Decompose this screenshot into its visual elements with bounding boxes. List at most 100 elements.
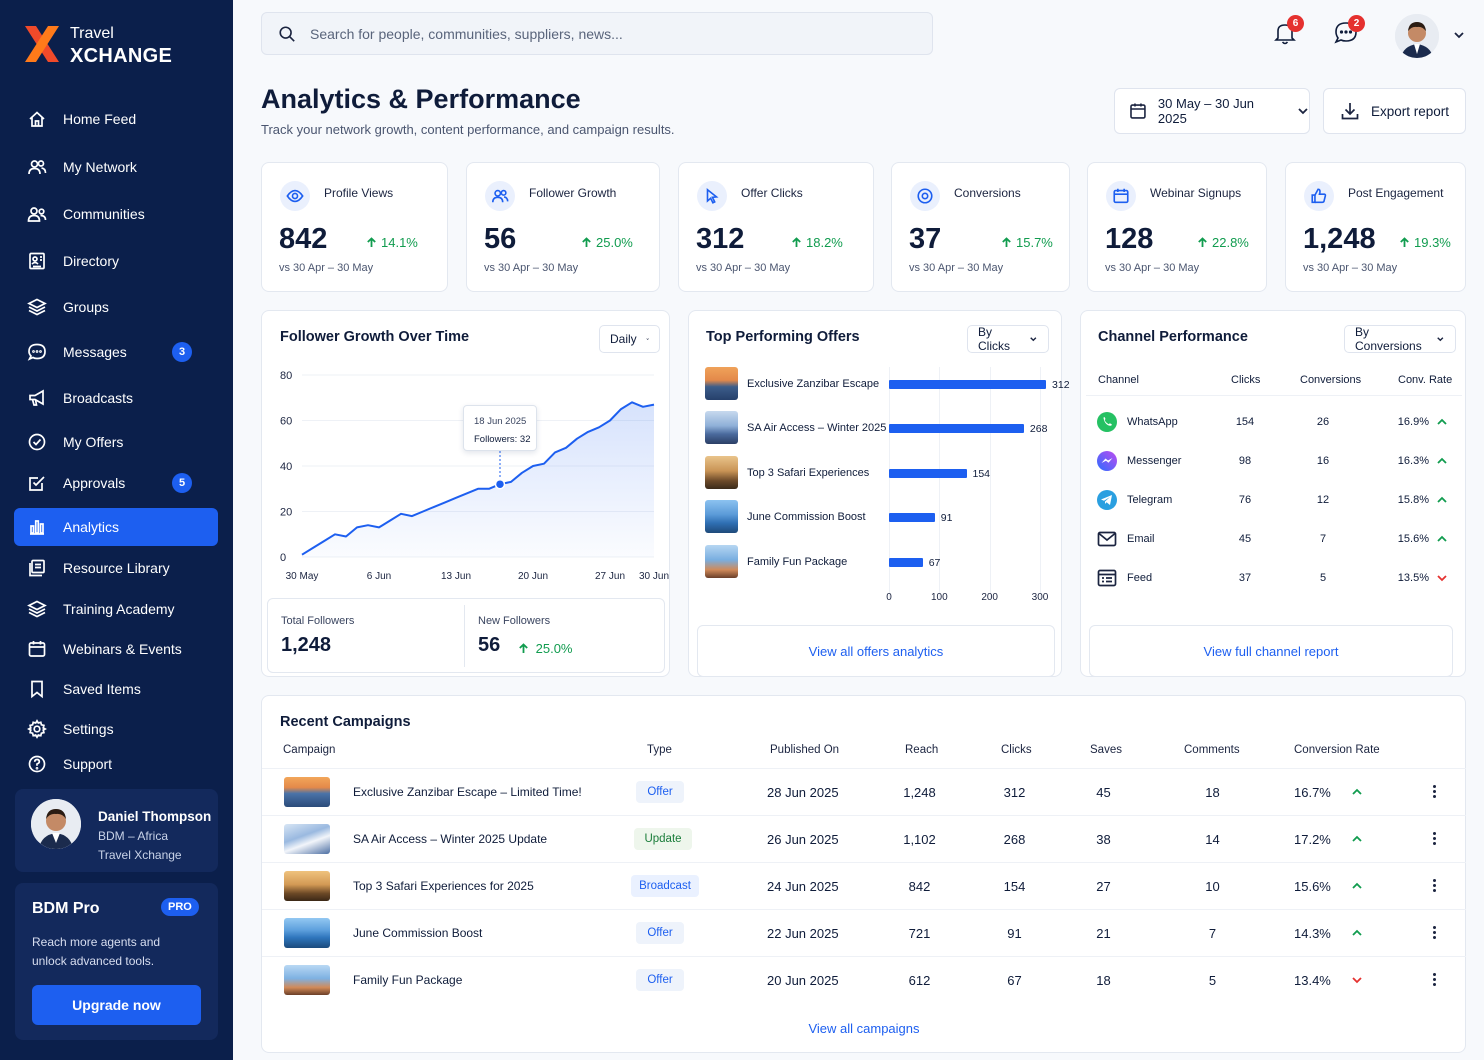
- offer-label[interactable]: SA Air Access – Winter 2025: [747, 422, 887, 434]
- stat-card-conversions[interactable]: Conversions 37 15.7% vs 30 Apr – 30 May: [891, 162, 1070, 292]
- campaign-name[interactable]: Top 3 Safari Experiences for 2025: [353, 879, 534, 893]
- col-reach[interactable]: Reach: [905, 744, 939, 756]
- col-clicks[interactable]: Clicks: [1001, 744, 1032, 756]
- profile-card[interactable]: Daniel Thompson BDM – Africa Travel Xcha…: [15, 789, 218, 872]
- table-row[interactable]: SA Air Access – Winter 2025 Update Update…: [262, 815, 1466, 862]
- chevron-up-icon: [1352, 835, 1362, 842]
- offer-label[interactable]: June Commission Boost: [747, 511, 866, 523]
- new-followers-change-value: 25.0%: [535, 641, 573, 656]
- col-saves[interactable]: Saves: [1090, 744, 1122, 756]
- stat-card-post-engagement[interactable]: Post Engagement 1,248 19.3% vs 30 Apr – 30 …: [1285, 162, 1466, 292]
- upgrade-card: BDM Pro PRO Reach more agents and unlock…: [15, 883, 218, 1040]
- sidebar-item-settings[interactable]: Settings: [14, 710, 218, 748]
- highlight-point[interactable]: [494, 478, 506, 490]
- table-row[interactable]: Family Fun Package Offer 20 Jun 2025 612 67 1…: [262, 956, 1466, 1003]
- channel-row-whatsapp[interactable]: WhatsApp 154 26 16.9%: [1081, 403, 1461, 442]
- col-published-on[interactable]: Published On: [770, 744, 840, 756]
- more-options-icon[interactable]: [1431, 783, 1437, 803]
- table-row[interactable]: June Commission Boost Offer 22 Jun 2025 721…: [262, 909, 1466, 956]
- stat-card-webinar-signups[interactable]: Webinar Signups 128 22.8% vs 30 Apr – 30 Ma…: [1087, 162, 1267, 292]
- campaign-name[interactable]: Exclusive Zanzibar Escape – Limited Time…: [353, 785, 582, 799]
- offer-label[interactable]: Family Fun Package: [747, 556, 848, 568]
- campaign-name[interactable]: June Commission Boost: [353, 926, 483, 940]
- campaign-name[interactable]: Family Fun Package: [353, 973, 463, 987]
- chevron-down-icon: [1030, 337, 1037, 342]
- col-conversion-rate[interactable]: Conversion Rate: [1294, 744, 1380, 756]
- col-campaign[interactable]: Campaign: [283, 744, 336, 756]
- sidebar-item-label: Analytics: [63, 519, 120, 535]
- sidebar-item-messages[interactable]: Messages 3: [14, 333, 218, 371]
- channel-sort-select[interactable]: By Conversions: [1344, 325, 1456, 353]
- sidebar-item-communities[interactable]: Communities: [14, 195, 218, 233]
- offers-sort-select[interactable]: By Clicks: [967, 325, 1049, 353]
- channel-row-feed[interactable]: Feed 37 5 13.5%: [1081, 559, 1461, 598]
- sidebar-item-label: Settings: [63, 721, 114, 737]
- offer-bar[interactable]: [889, 380, 1047, 389]
- campaign-type-badge: Offer: [636, 969, 684, 991]
- search-bar[interactable]: [261, 12, 933, 55]
- chevron-down-icon[interactable]: [1452, 28, 1466, 42]
- more-options-icon[interactable]: [1431, 971, 1437, 991]
- stat-value: 37: [909, 223, 942, 255]
- upgrade-button[interactable]: Upgrade now: [32, 985, 201, 1025]
- search-input[interactable]: [310, 25, 890, 42]
- view-channel-report-link[interactable]: View full channel report: [1203, 643, 1339, 659]
- sidebar-item-my-network[interactable]: My Network: [14, 148, 218, 186]
- sidebar-item-approvals[interactable]: Approvals 5: [14, 464, 218, 502]
- offer-label[interactable]: Exclusive Zanzibar Escape: [747, 378, 880, 390]
- sidebar-item-broadcasts[interactable]: Broadcasts: [14, 379, 218, 417]
- table-row[interactable]: Exclusive Zanzibar Escape – Limited Time…: [262, 768, 1466, 815]
- more-options-icon[interactable]: [1431, 877, 1437, 897]
- user-avatar[interactable]: [1395, 14, 1439, 58]
- sidebar-item-directory[interactable]: Directory: [14, 242, 218, 280]
- sidebar-item-label: Broadcasts: [63, 390, 134, 406]
- date-range-picker[interactable]: 30 May – 30 Jun 2025: [1114, 88, 1310, 134]
- stat-card-profile-views[interactable]: Profile Views 842 14.1% vs 30 Apr – 30 May: [261, 162, 448, 292]
- more-options-icon[interactable]: [1431, 830, 1437, 850]
- sidebar-item-my-offers[interactable]: My Offers: [14, 423, 218, 461]
- layers-icon-wrap: [26, 296, 48, 318]
- export-report-button[interactable]: Export report: [1323, 88, 1466, 134]
- sidebar-item-support[interactable]: Support: [14, 745, 218, 783]
- campaign-type-badge: Offer: [636, 781, 684, 803]
- target-icon: [917, 188, 933, 204]
- col-type[interactable]: Type: [647, 744, 672, 756]
- offer-bar[interactable]: [889, 558, 923, 567]
- offer-bar[interactable]: [889, 424, 1024, 433]
- campaign-name[interactable]: SA Air Access – Winter 2025 Update: [353, 832, 548, 846]
- stat-change-value: 14.1%: [381, 235, 418, 250]
- sidebar-item-saved-items[interactable]: Saved Items: [14, 670, 218, 708]
- channel-conversions: 5: [1319, 572, 1327, 584]
- offer-bar-value: 67: [928, 557, 941, 569]
- granularity-select[interactable]: Daily: [599, 325, 660, 353]
- notifications-button[interactable]: 6: [1272, 15, 1304, 50]
- sidebar-item-home-feed[interactable]: Home Feed: [14, 100, 218, 138]
- view-offers-analytics-link[interactable]: View all offers analytics: [808, 643, 944, 659]
- col-comments[interactable]: Comments: [1184, 744, 1240, 756]
- stat-card-offer-clicks[interactable]: Offer Clicks 312 18.2% vs 30 Apr – 30 May: [678, 162, 874, 292]
- channel-row-messenger[interactable]: Messenger 98 16 16.3%: [1081, 442, 1461, 481]
- recent-campaigns-panel: Recent Campaigns Campaign Type Published O…: [261, 695, 1466, 1053]
- y-tick-label: 80: [280, 370, 292, 382]
- more-options-icon[interactable]: [1431, 924, 1437, 944]
- stat-label: Offer Clicks: [741, 186, 803, 200]
- stat-label: Profile Views: [324, 186, 394, 200]
- brand-logo[interactable]: Travel XCHANGE: [22, 24, 172, 66]
- channel-row-telegram[interactable]: Telegram 76 12 15.8%: [1081, 481, 1461, 520]
- offer-bar[interactable]: [889, 469, 967, 478]
- channel-conversions: 12: [1316, 494, 1330, 506]
- stat-card-follower-growth[interactable]: Follower Growth 56 25.0% vs 30 Apr – 30 May: [466, 162, 660, 292]
- sidebar-item-webinars-events[interactable]: Webinars & Events: [14, 630, 218, 668]
- sidebar-item-training-academy[interactable]: Training Academy: [14, 590, 218, 628]
- stat-icon-badge: [910, 181, 940, 211]
- view-all-campaigns-link[interactable]: View all campaigns: [808, 1021, 920, 1036]
- sidebar-item-resource-library[interactable]: Resource Library: [14, 549, 218, 587]
- offer-bar[interactable]: [889, 513, 935, 522]
- messages-button[interactable]: 2: [1333, 15, 1365, 50]
- table-row[interactable]: Top 3 Safari Experiences for 2025 Broadca…: [262, 862, 1466, 909]
- sidebar-item-analytics[interactable]: Analytics: [14, 508, 218, 546]
- channel-row-email[interactable]: Email 45 7 15.6%: [1081, 520, 1461, 559]
- chart-tooltip: 18 Jun 2025 Followers: 32: [463, 405, 537, 451]
- offer-label[interactable]: Top 3 Safari Experiences: [747, 467, 870, 479]
- sidebar-item-groups[interactable]: Groups: [14, 288, 218, 326]
